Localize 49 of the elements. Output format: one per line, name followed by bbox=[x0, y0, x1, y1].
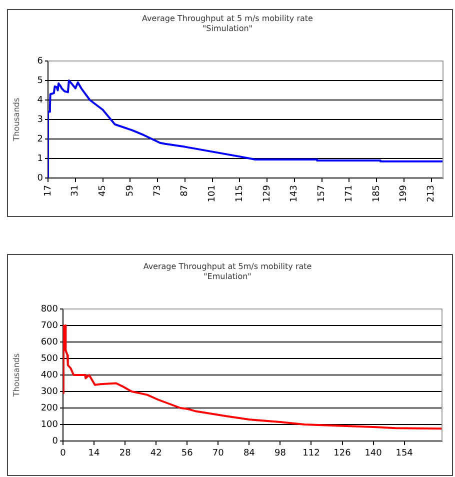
y-tick-label: 600 bbox=[40, 337, 58, 348]
x-tick-label: 98 bbox=[274, 448, 286, 459]
y-axis-title: Thousands bbox=[12, 353, 21, 398]
y-tick-label: 0 bbox=[52, 436, 58, 446]
x-tick-label: 31 bbox=[70, 185, 81, 196]
x-tick-label: 17 bbox=[43, 185, 54, 196]
x-tick-label: 157 bbox=[317, 185, 328, 202]
x-tick-label: 70 bbox=[212, 448, 224, 459]
x-tick-label: 199 bbox=[399, 184, 410, 202]
y-tick-label: 5 bbox=[37, 76, 43, 86]
x-tick-label: 154 bbox=[396, 448, 414, 459]
x-tick-label: 59 bbox=[125, 184, 136, 196]
chart-subtitle: "Emulation" bbox=[202, 272, 252, 282]
x-tick-label: 28 bbox=[119, 448, 132, 459]
y-tick-label: 3 bbox=[37, 114, 43, 125]
y-tick-label: 2 bbox=[37, 134, 43, 144]
y-tick-label: 800 bbox=[40, 304, 58, 314]
chart-subtitle: "Simulation" bbox=[202, 24, 254, 34]
y-tick-label: 700 bbox=[40, 320, 58, 331]
y-tick-label: 400 bbox=[40, 370, 58, 380]
chart-title: Average Throughput at 5m/s mobility rate bbox=[142, 262, 313, 272]
y-tick-label: 300 bbox=[40, 386, 58, 397]
chart-title: Average Throughput at 5 m/s mobility rate bbox=[141, 14, 314, 24]
x-tick-label: 140 bbox=[364, 448, 382, 459]
y-tick-label: 200 bbox=[40, 403, 58, 414]
y-tick-label: 6 bbox=[37, 56, 44, 66]
x-tick-label: 73 bbox=[152, 185, 163, 196]
y-tick-label: 500 bbox=[40, 354, 58, 364]
y-tick-label: 4 bbox=[37, 95, 44, 106]
x-tick-label: 87 bbox=[180, 185, 190, 196]
x-tick-label: 84 bbox=[243, 448, 256, 459]
x-tick-label: 185 bbox=[372, 185, 382, 202]
x-tick-label: 129 bbox=[262, 184, 272, 202]
x-tick-label: 0 bbox=[60, 448, 66, 459]
y-tick-label: 1 bbox=[37, 154, 43, 164]
x-tick-label: 112 bbox=[302, 448, 320, 459]
x-tick-label: 101 bbox=[208, 185, 218, 202]
y-tick-label: 0 bbox=[37, 173, 44, 184]
x-tick-label: 115 bbox=[234, 185, 245, 202]
y-axis-title: Thousands bbox=[12, 98, 21, 142]
x-tick-label: 42 bbox=[150, 448, 162, 459]
x-tick-label: 56 bbox=[181, 448, 194, 459]
x-tick-label: 171 bbox=[344, 185, 354, 202]
x-tick-label: 143 bbox=[290, 185, 300, 202]
x-tick-label: 126 bbox=[334, 448, 352, 459]
x-tick-label: 213 bbox=[426, 185, 437, 202]
x-tick-label: 45 bbox=[98, 185, 108, 196]
x-tick-label: 14 bbox=[88, 448, 100, 459]
y-tick-label: 100 bbox=[40, 420, 58, 430]
